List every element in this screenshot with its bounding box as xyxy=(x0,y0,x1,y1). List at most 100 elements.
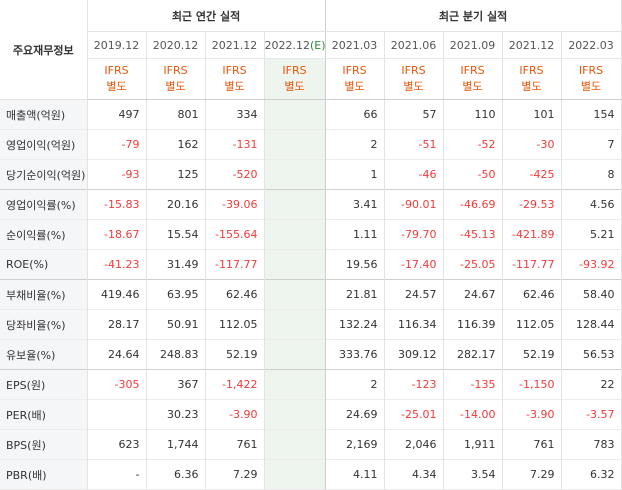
annual-value-cell: 623 xyxy=(87,429,147,460)
ifrs-sub-label: 별도 xyxy=(580,80,602,93)
row-label: 매출액(억원) xyxy=(0,99,88,130)
quarter-value-cell: 1 xyxy=(325,159,385,190)
annual-value-cell xyxy=(264,99,326,130)
ifrs-label: IFRS xyxy=(519,64,544,77)
quarter-value-cell: 52.19 xyxy=(502,339,562,370)
row-label: 당기순이익(억원) xyxy=(0,159,88,190)
annual-value-cell xyxy=(264,369,326,400)
annual-period-header: 2021.12 xyxy=(205,31,265,59)
quarter-value-cell: 309.12 xyxy=(384,339,444,370)
quarter-period-header: 2021.03 xyxy=(325,31,385,59)
annual-value-cell xyxy=(264,459,326,490)
annual-value-cell xyxy=(264,189,326,220)
annual-value-cell: 15.54 xyxy=(146,219,206,250)
annual-value-cell: -1,422 xyxy=(205,369,265,400)
row-label: 순이익률(%) xyxy=(0,219,88,250)
quarter-value-cell: -3.57 xyxy=(561,399,622,430)
quarter-value-cell: 21.81 xyxy=(325,279,385,310)
quarter-value-cell: 3.54 xyxy=(443,459,503,490)
quarter-value-cell: -117.77 xyxy=(502,249,562,280)
annual-value-cell: -305 xyxy=(87,369,147,400)
quarter-value-cell: -425 xyxy=(502,159,562,190)
quarter-value-cell: -17.40 xyxy=(384,249,444,280)
row-label: BPS(원) xyxy=(0,429,88,460)
annual-value-cell: 761 xyxy=(205,429,265,460)
ifrs-basis-header: IFRS 별도 xyxy=(502,58,562,100)
annual-value-cell: 20.16 xyxy=(146,189,206,220)
quarter-value-cell: 2 xyxy=(325,369,385,400)
ifrs-sub-label: 별도 xyxy=(462,80,483,93)
ifrs-basis-header: IFRS 별도 xyxy=(325,58,385,100)
row-label: 영업이익(억원) xyxy=(0,129,88,160)
annual-value-cell: 801 xyxy=(146,99,206,130)
quarter-value-cell: 58.40 xyxy=(561,279,622,310)
quarter-value-cell: 110 xyxy=(443,99,503,130)
annual-value-cell: -93 xyxy=(87,159,147,190)
annual-value-cell: 367 xyxy=(146,369,206,400)
quarter-value-cell: 4.11 xyxy=(325,459,385,490)
quarter-value-cell: 7 xyxy=(561,129,622,160)
ifrs-label: IFRS xyxy=(163,64,188,77)
quarter-period-header: 2021.09 xyxy=(443,31,503,59)
quarter-value-cell: -1,150 xyxy=(502,369,562,400)
annual-value-cell: 497 xyxy=(87,99,147,130)
quarter-value-cell: 56.53 xyxy=(561,339,622,370)
row-label: PBR(배) xyxy=(0,459,88,490)
quarter-value-cell: 7.29 xyxy=(502,459,562,490)
quarter-value-cell: -50 xyxy=(443,159,503,190)
quarter-value-cell: -123 xyxy=(384,369,444,400)
row-label: 부채비율(%) xyxy=(0,279,88,310)
quarter-value-cell: 761 xyxy=(502,429,562,460)
annual-value-cell: -131 xyxy=(205,129,265,160)
annual-period-header: 2022.12(E) xyxy=(264,31,326,59)
quarter-value-cell: 154 xyxy=(561,99,622,130)
estimate-mark: (E) xyxy=(310,38,326,52)
quarter-value-cell: 8 xyxy=(561,159,622,190)
table-row: ROE(%) -41.23 31.49 -117.77 19.56 -17.40 -25.0… xyxy=(0,249,622,280)
annual-value-cell: 162 xyxy=(146,129,206,160)
quarter-value-cell: 2,169 xyxy=(325,429,385,460)
ifrs-sub-label: 별도 xyxy=(165,80,186,93)
period-label: 2022.12 xyxy=(264,38,311,52)
row-label: 당좌비율(%) xyxy=(0,309,88,340)
annual-value-cell: 52.19 xyxy=(205,339,265,370)
quarter-value-cell: -45.13 xyxy=(443,219,503,250)
quarter-value-cell: -135 xyxy=(443,369,503,400)
annual-value-cell xyxy=(264,129,326,160)
ifrs-sub-label: 별도 xyxy=(403,80,424,93)
quarter-value-cell: -93.92 xyxy=(561,249,622,280)
quarter-value-cell: 57 xyxy=(384,99,444,130)
annual-value-cell: 248.83 xyxy=(146,339,206,370)
annual-value-cell: 334 xyxy=(205,99,265,130)
quarter-value-cell: 132.24 xyxy=(325,309,385,340)
table-row: PBR(배) -6.36 7.29 4.11 4.34 3.54 7.29 6.32 xyxy=(0,459,622,490)
quarter-value-cell: 116.34 xyxy=(384,309,444,340)
quarter-value-cell: -421.89 xyxy=(502,219,562,250)
quarter-value-cell: 4.56 xyxy=(561,189,622,220)
annual-value-cell xyxy=(264,309,326,340)
annual-value-cell xyxy=(264,399,326,430)
quarter-value-cell: 62.46 xyxy=(502,279,562,310)
quarter-value-cell: -25.01 xyxy=(384,399,444,430)
quarter-period-header: 2021.12 xyxy=(502,31,562,59)
quarter-value-cell: 4.34 xyxy=(384,459,444,490)
quarter-value-cell: 1,911 xyxy=(443,429,503,460)
quarter-section-title: 최근 분기 실적 xyxy=(325,0,622,32)
quarter-value-cell: 1.11 xyxy=(325,219,385,250)
ifrs-basis-header: IFRS 별도 xyxy=(205,58,265,100)
annual-period-header: 2020.12 xyxy=(146,31,206,59)
table-row: BPS(원) 623 1,744 761 2,169 2,046 1,911 761 783 xyxy=(0,429,622,460)
quarter-value-cell: -46 xyxy=(384,159,444,190)
row-label: PER(배) xyxy=(0,399,88,430)
ifrs-label: IFRS xyxy=(222,64,247,77)
quarter-value-cell: 2 xyxy=(325,129,385,160)
annual-value-cell: -155.64 xyxy=(205,219,265,250)
table-row: 유보율(%) 24.64 248.83 52.19 333.76 309.12 282.17… xyxy=(0,339,622,370)
annual-value-cell: -18.67 xyxy=(87,219,147,250)
annual-value-cell: -79 xyxy=(87,129,147,160)
table-row: 영업이익(억원) -79 162 -131 2 -51 -52 -30 7 xyxy=(0,129,622,160)
annual-value-cell: 31.49 xyxy=(146,249,206,280)
table-row: 영업이익률(%) -15.83 20.16 -39.06 3.41 -90.01 -46.6… xyxy=(0,189,622,220)
ifrs-sub-label: 별도 xyxy=(521,80,542,93)
